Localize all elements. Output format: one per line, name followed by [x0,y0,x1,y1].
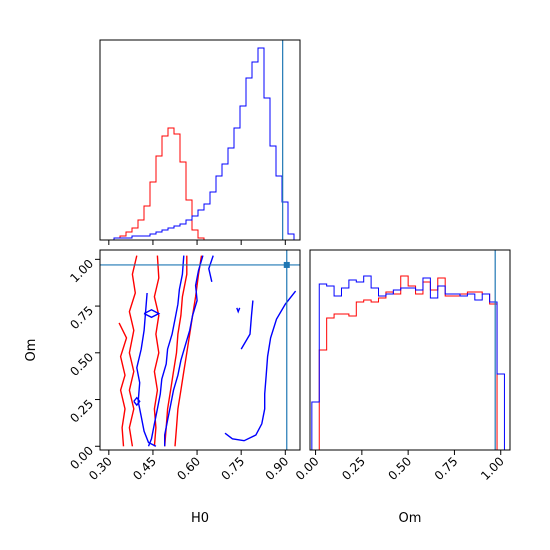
x-tick-label: 0.50 [385,454,414,483]
contour-line [128,255,138,447]
contour-line [164,255,188,447]
contour-line [174,255,203,447]
contour-line [143,309,161,319]
contour-line [224,290,297,442]
contour-line [118,322,128,447]
h0-marginal-frame [99,39,301,241]
h0-om-contour-panel: 0.30 0.45 0.60 0.75 0.900.000.250.500.751.00 [67,249,301,483]
x-axis-label-h0: H0 [191,511,209,526]
contour-area [100,250,300,450]
contour-frame [99,249,301,451]
x-tick-label: 0.75 [219,454,248,483]
histogram-series [311,275,505,450]
x-tick-label: 0.00 [293,454,322,483]
contour-line [240,300,254,350]
y-tick-label: 0.50 [67,350,96,379]
x-tick-label: 0.25 [339,454,368,483]
histogram-series [108,47,300,241]
contour-line [236,307,241,314]
truth-marker [283,261,290,268]
contour-line [136,292,157,447]
x-axis-label-om: Om [399,511,422,526]
y-tick-label: 0.75 [67,303,96,332]
contour-line [163,255,204,447]
x-tick-label: 0.45 [130,454,159,483]
contour-line [133,396,141,407]
y-axis-label-om: Om [24,339,39,362]
om-marginal-frame [309,249,511,451]
h0-marginal-panel [99,39,301,245]
x-tick-label: 0.90 [263,454,292,483]
x-tick-label: 0.75 [432,454,461,483]
histogram-series [108,127,210,241]
x-tick-label: 0.60 [174,454,203,483]
y-tick-label: 0.25 [67,397,96,426]
om-marginal-panel: 0.00 0.25 0.50 0.75 1.00 [293,249,511,483]
contour-line [147,255,185,447]
y-tick-label: 1.00 [67,257,96,286]
histogram-series [311,275,505,451]
x-tick-label: 1.00 [478,454,507,483]
contour-line [208,255,214,282]
contour-line [153,255,160,447]
